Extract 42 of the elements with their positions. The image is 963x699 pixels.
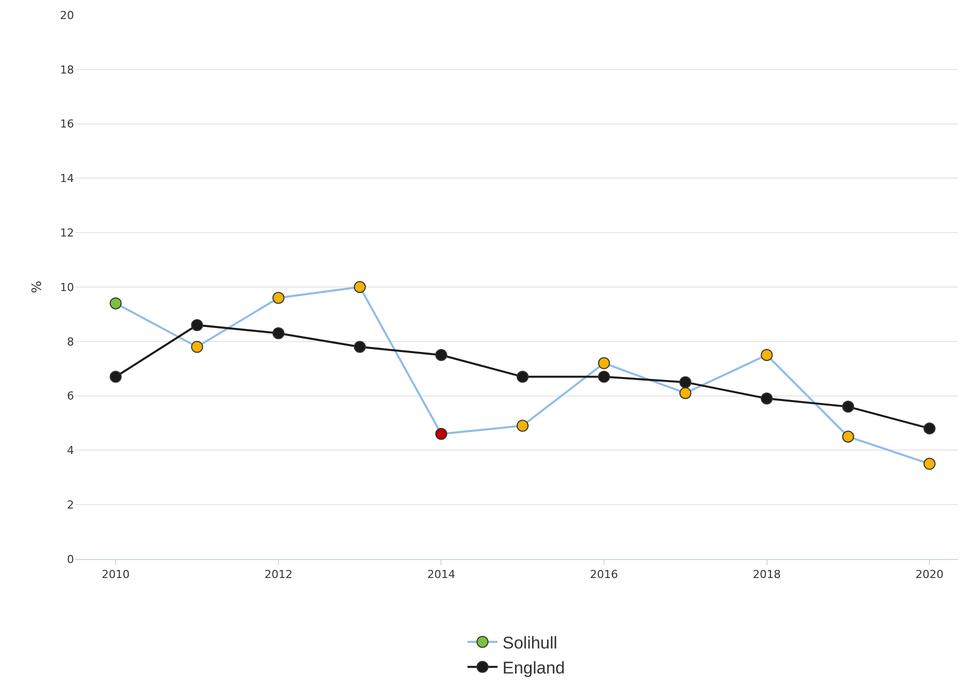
y-tick-label: 12 (60, 226, 74, 240)
point (272, 292, 284, 304)
point (110, 370, 122, 383)
point (679, 376, 692, 388)
point (435, 428, 448, 440)
x-tick-label: 2010 (102, 568, 130, 582)
point (516, 420, 529, 432)
x-tick-label: 2018 (752, 568, 781, 582)
point (272, 327, 284, 340)
legend-label: England (502, 658, 565, 678)
point (435, 349, 448, 361)
y-tick-label: 18 (60, 63, 74, 76)
point (598, 357, 610, 370)
y-tick-label: 8 (67, 335, 74, 348)
x-tick-label: 2012 (264, 568, 292, 582)
point (924, 422, 936, 434)
y-tick-label: 0 (67, 552, 74, 566)
point (354, 281, 366, 293)
point (354, 340, 366, 353)
point (679, 387, 692, 400)
y-tick-label: 2 (67, 498, 74, 512)
y-axis-title: % (30, 280, 45, 294)
point (110, 297, 122, 310)
point (191, 319, 204, 332)
y-tick-label: 6 (67, 390, 74, 403)
y-tick-label: 20 (60, 8, 74, 22)
point (760, 349, 773, 361)
point (842, 430, 854, 443)
point (516, 370, 529, 383)
point (842, 400, 854, 413)
point (598, 370, 610, 383)
legend-label: Solihull (502, 633, 558, 652)
point (924, 458, 936, 470)
y-tick-label: 4 (67, 444, 74, 458)
x-tick-label: 2020 (916, 568, 944, 582)
point (191, 340, 204, 353)
y-tick-label: 14 (60, 172, 74, 186)
y-tick-label: 10 (60, 280, 74, 294)
x-tick-label: 2016 (590, 568, 618, 582)
point (760, 392, 773, 405)
x-tick-label: 2014 (427, 568, 456, 582)
y-tick-label: 16 (60, 118, 74, 131)
